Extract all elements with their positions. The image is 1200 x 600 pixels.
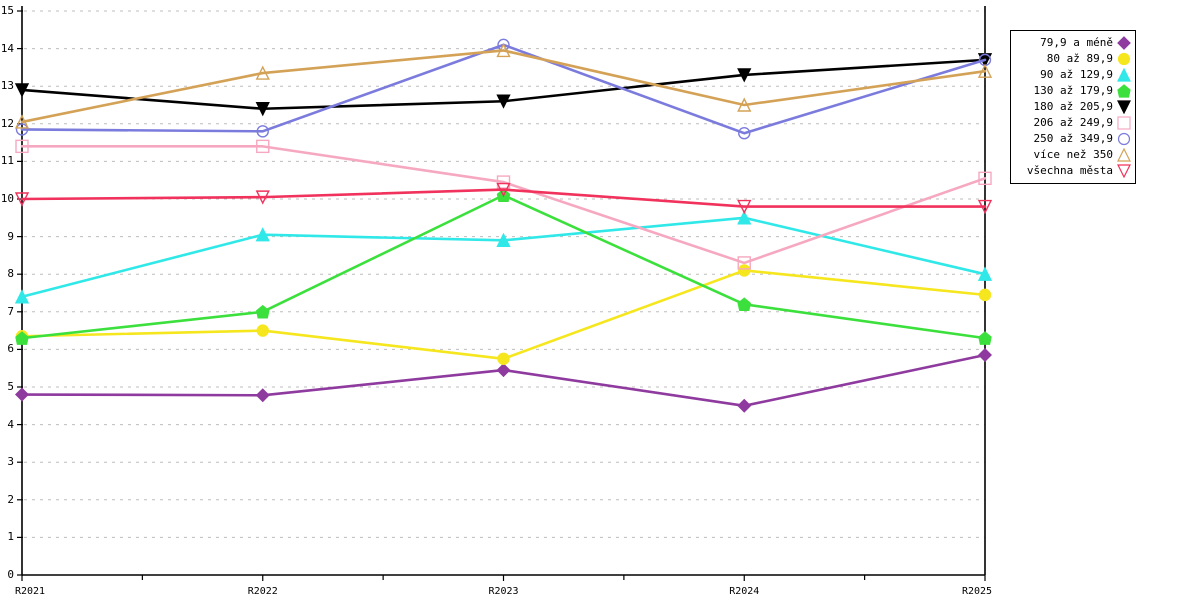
legend-marker-icon (1117, 164, 1131, 178)
gridlines (24, 10, 985, 538)
legend-marker-icon (1117, 100, 1131, 114)
legend-item[interactable]: 90 až 129,9 (1015, 67, 1131, 83)
legend-marker-icon (1117, 116, 1131, 130)
y-tick-label: 9 (7, 229, 14, 243)
y-tick-label: 7 (7, 304, 14, 318)
y-tick-label: 12 (0, 116, 14, 130)
plot-area: 0 1 2 3 4 5 6 7 8 9 10 11 12 13 14 15 R2021 R2022 R2023 R2… (0, 4, 993, 597)
series-3 (15, 188, 992, 345)
y-tick-label: 0 (7, 568, 14, 581)
legend-item[interactable]: 250 až 349,9 (1015, 131, 1131, 147)
y-tick-label: 1 (7, 530, 14, 544)
x-tick-label: R2024 (729, 586, 760, 597)
legend-item[interactable]: 130 až 179,9 (1015, 83, 1131, 99)
x-tick-label: R2022 (247, 586, 278, 597)
legend-item[interactable]: 79,9 a méně (1015, 35, 1131, 51)
y-tick-label: 2 (7, 492, 14, 506)
series-7 (14, 42, 993, 129)
chart-legend: 79,9 a méně 80 až 89,9 90 až 129,9 130 až 1… (1010, 30, 1136, 184)
x-tick-label: R2025 (961, 586, 993, 597)
legend-marker-icon (1117, 84, 1131, 98)
series-5 (15, 139, 992, 270)
legend-item-label: 180 až 205,9 (1033, 100, 1113, 113)
legend-item[interactable]: více než 350 (1015, 147, 1131, 163)
series-4 (14, 53, 993, 117)
y-tick-label: 5 (7, 380, 14, 393)
legend-item-label: 80 až 89,9 (1046, 52, 1113, 65)
legend-item-label: 79,9 a méně (1040, 36, 1113, 49)
legend-marker-icon (1117, 68, 1131, 82)
y-tick-label: 10 (0, 192, 14, 205)
line-chart-svg (14, 6, 993, 581)
x-tick-label: R2023 (488, 586, 519, 597)
series-2 (14, 210, 993, 304)
legend-item[interactable]: 206 až 249,9 (1015, 115, 1131, 131)
legend-item-label: všechna města (1026, 164, 1113, 177)
y-tick-label: 4 (7, 417, 14, 431)
y-tick-label: 6 (7, 342, 14, 356)
legend-item-label: 250 až 349,9 (1033, 132, 1113, 145)
x-tick-label: R2021 (14, 586, 46, 597)
y-tick-label: 13 (0, 79, 14, 93)
legend-item-label: 206 až 249,9 (1033, 116, 1113, 129)
y-tick-label: 15 (0, 4, 14, 17)
y-tick-label: 11 (0, 154, 14, 168)
y-tick-label: 3 (7, 455, 14, 469)
legend-item[interactable]: všechna města (1015, 163, 1131, 179)
legend-item-label: více než 350 (1033, 148, 1113, 161)
legend-item[interactable]: 80 až 89,9 (1015, 51, 1131, 67)
legend-item[interactable]: 180 až 205,9 (1015, 99, 1131, 115)
legend-item-label: 90 až 129,9 (1040, 68, 1113, 81)
y-tick-label: 14 (0, 41, 14, 55)
legend-marker-icon (1117, 148, 1131, 162)
y-tick-label: 8 (7, 267, 14, 281)
legend-marker-icon (1117, 132, 1131, 146)
series-8 (14, 182, 993, 215)
legend-item-label: 130 až 179,9 (1033, 84, 1113, 97)
series-0 (15, 348, 992, 413)
legend-marker-icon (1117, 52, 1131, 66)
legend-marker-icon (1117, 36, 1131, 50)
